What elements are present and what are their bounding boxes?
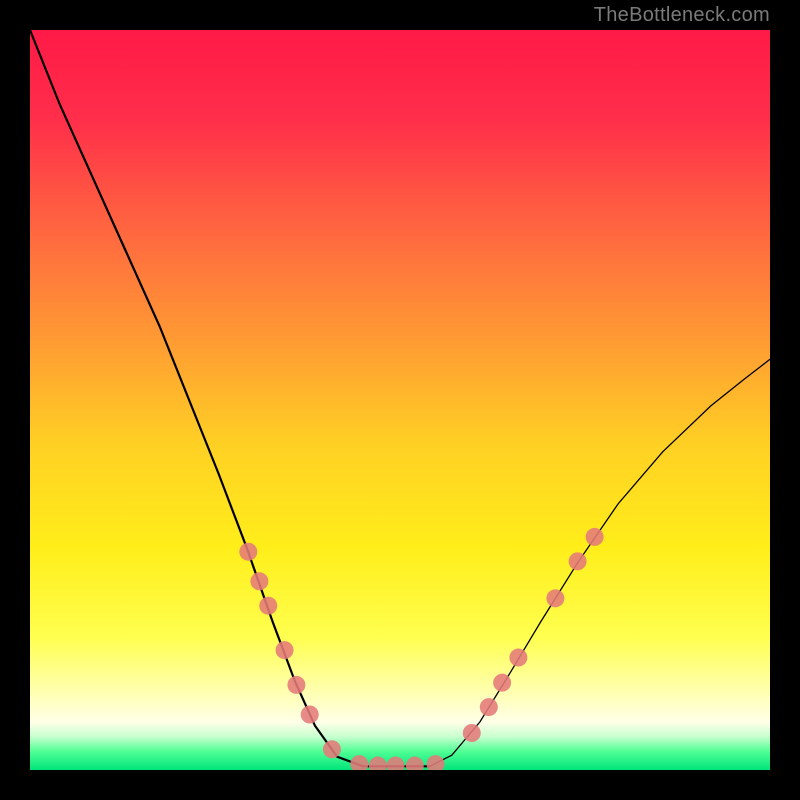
- bottleneck-curve-plot: [30, 30, 770, 770]
- data-point-marker: [323, 740, 341, 758]
- data-point-marker: [493, 674, 511, 692]
- plot-background: [30, 30, 770, 770]
- data-point-marker: [546, 589, 564, 607]
- data-point-marker: [239, 543, 257, 561]
- data-point-marker: [569, 552, 587, 570]
- data-point-marker: [287, 676, 305, 694]
- data-point-marker: [509, 649, 527, 667]
- data-point-marker: [250, 572, 268, 590]
- data-point-marker: [301, 706, 319, 724]
- data-point-marker: [463, 724, 481, 742]
- data-point-marker: [586, 528, 604, 546]
- watermark-text: TheBottleneck.com: [594, 4, 770, 27]
- data-point-marker: [276, 641, 294, 659]
- data-point-marker: [480, 698, 498, 716]
- data-point-marker: [259, 597, 277, 615]
